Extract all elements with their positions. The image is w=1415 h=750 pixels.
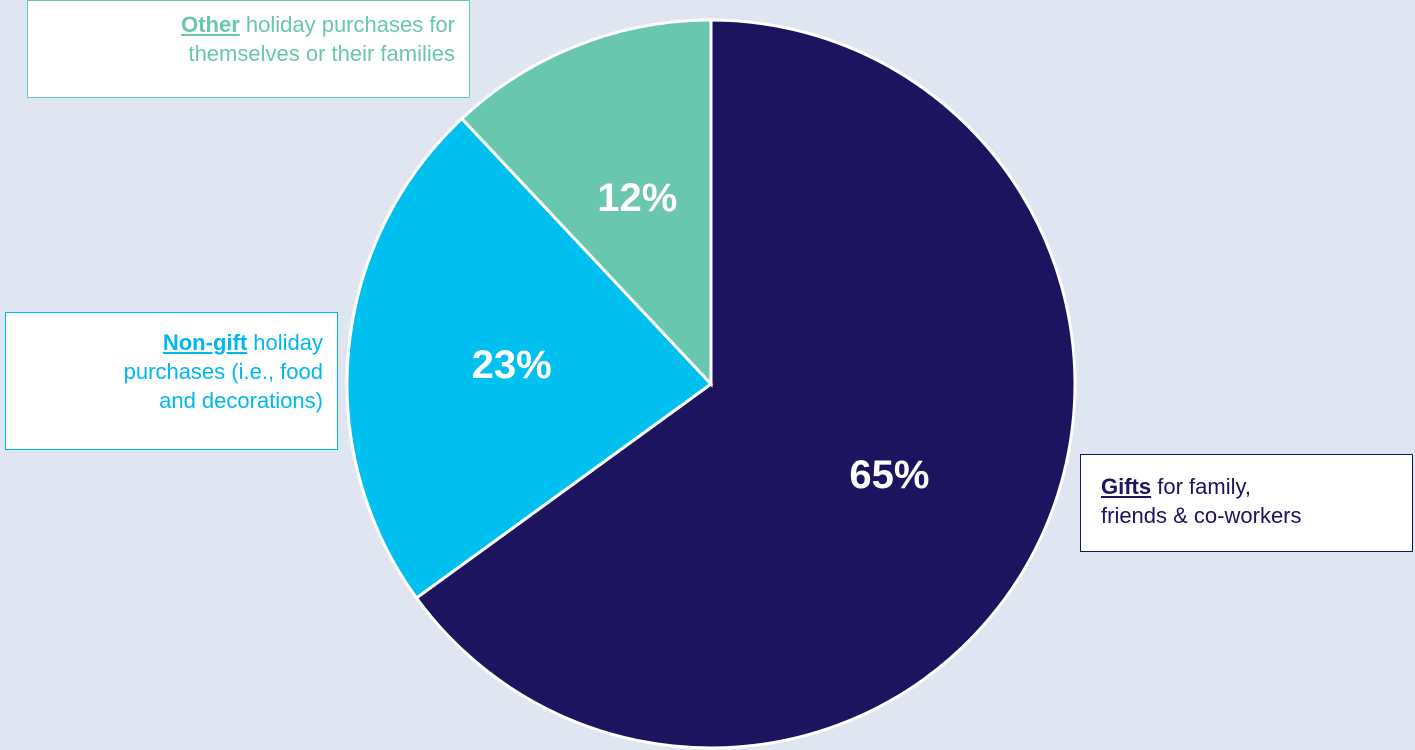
pie-label-non-gift: 23% <box>472 343 552 387</box>
callout-gifts: Gifts for family, friends & co-workers <box>1080 454 1413 552</box>
callout-other-text-2: themselves or their families <box>188 41 455 66</box>
pie-slice-non-gift <box>345 116 714 601</box>
callout-non-gift: Non-gift holiday purchases (i.e., food a… <box>5 312 338 450</box>
callout-non-gift-keyword: Non-gift <box>162 330 248 355</box>
callout-gifts-text-1: for family, <box>1151 474 1251 499</box>
callout-non-gift-text-1: holiday <box>247 330 323 355</box>
pie-label-gifts: 65% <box>849 453 929 497</box>
pie-label-other: 12% <box>597 176 677 220</box>
callout-other-keyword: Other <box>181 12 240 37</box>
pie-slice-gifts <box>414 18 1077 750</box>
callout-other-text-1: holiday purchases for <box>239 12 455 37</box>
callout-gifts-keyword: Gifts <box>1101 474 1152 499</box>
pie-slice-other <box>459 18 713 388</box>
callout-non-gift-text-3: and decorations) <box>159 388 323 413</box>
callout-gifts-text-2: friends & co-workers <box>1101 503 1302 528</box>
callout-other: Other holiday purchases for themselves o… <box>27 0 470 98</box>
callout-non-gift-text-2: purchases (i.e., food <box>123 359 323 384</box>
